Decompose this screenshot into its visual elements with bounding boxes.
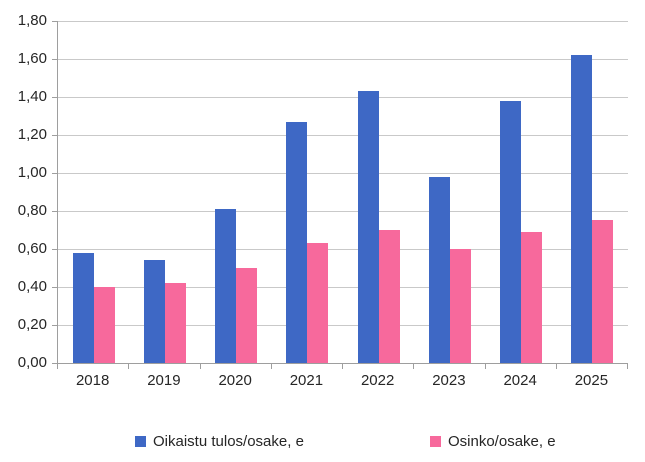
y-axis-tick-label: 0,00 [17,354,47,371]
y-axis-tick-mark [52,287,57,288]
x-axis-tick-mark [57,364,58,369]
gridline [58,21,628,22]
bar-oikaistu-tulos-2024 [500,101,521,363]
y-axis-tick-mark [52,97,57,98]
bar-oikaistu-tulos-2025 [571,55,592,363]
bar-osinko-2021 [307,243,328,363]
bar-osinko-2018 [94,287,115,363]
gridline [58,287,628,288]
y-axis-tick-label: 1,20 [17,126,47,143]
legend-swatch-pink-icon [430,436,441,447]
x-axis-category-label: 2018 [75,372,110,389]
legend-label-oikaistu-tulos: Oikaistu tulos/osake, e [153,433,304,450]
y-axis-tick-label: 0,20 [17,316,47,333]
x-axis-tick-mark [555,364,557,369]
legend-item-osinko: Osinko/osake, e [430,433,556,450]
gridline [58,325,628,326]
y-axis-tick-mark [52,59,57,60]
x-axis-category-label: 2025 [574,372,609,389]
gridline [58,249,628,250]
x-axis-tick-mark [627,364,628,369]
x-axis-category-label: 2021 [289,372,324,389]
gridline [58,173,628,174]
x-axis-tick-mark [128,364,130,369]
y-axis-tick-mark [52,135,57,136]
legend-swatch-blue-icon [135,436,146,447]
x-axis-category-label: 2022 [360,372,395,389]
bar-oikaistu-tulos-2018 [73,253,94,363]
x-axis-tick-mark [342,364,343,369]
bar-osinko-2022 [379,230,400,363]
bar-osinko-2020 [236,268,257,363]
x-axis-category-label: 2024 [503,372,537,389]
x-axis-tick-mark [413,364,415,369]
bar-oikaistu-tulos-2022 [358,91,379,363]
bar-osinko-2024 [521,232,542,363]
bar-oikaistu-tulos-2021 [286,122,307,363]
x-axis-tick-mark [270,364,272,369]
y-axis-tick-mark [52,21,57,22]
y-axis-tick-mark [52,211,57,212]
bar-osinko-2025 [592,220,613,363]
bar-osinko-2019 [165,283,186,363]
x-axis-tick-mark [484,364,486,369]
x-axis-category-label: 2019 [147,372,181,389]
gridline [58,59,628,60]
y-axis-tick-mark [52,325,57,326]
y-axis-tick-mark [52,173,57,174]
x-axis-tick-mark [199,364,201,369]
bar-osinko-2023 [450,249,471,363]
bar-oikaistu-tulos-2020 [215,209,236,363]
x-axis-category-label: 2020 [218,372,252,389]
y-axis-tick-mark [52,363,57,364]
legend-label-osinko: Osinko/osake, e [448,433,556,450]
y-axis-tick-label: 1,40 [17,88,47,105]
y-axis-tick-mark [52,249,57,250]
gridline [58,97,628,98]
gridline [58,211,628,212]
x-axis-category-label: 2023 [432,372,466,389]
bar-oikaistu-tulos-2019 [144,260,165,363]
y-axis-tick-label: 0,80 [17,202,47,219]
y-axis-tick-label: 0,60 [17,240,47,257]
legend-item-oikaistu-tulos: Oikaistu tulos/osake, e [135,433,304,450]
y-axis-tick-label: 1,60 [17,50,47,67]
y-axis-tick-label: 1,00 [17,164,47,181]
y-axis-tick-label: 0,40 [17,278,47,295]
bar-oikaistu-tulos-2023 [429,177,450,363]
y-axis-tick-label: 1,80 [17,12,47,29]
gridline [58,135,628,136]
plot-area [57,21,628,364]
